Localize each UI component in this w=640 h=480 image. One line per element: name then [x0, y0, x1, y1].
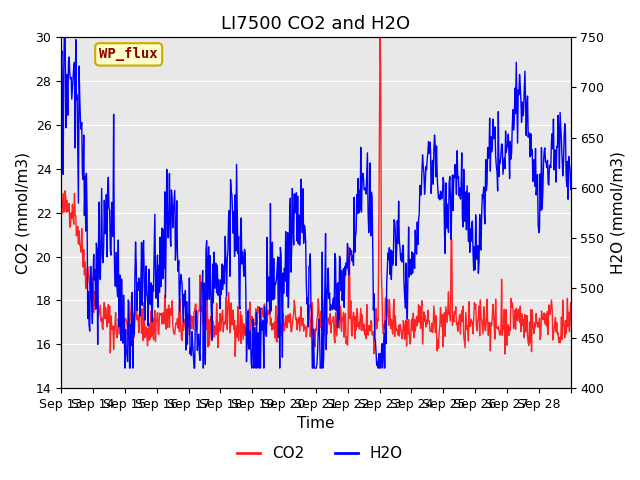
Text: WP_flux: WP_flux: [99, 48, 158, 61]
Legend: CO2, H2O: CO2, H2O: [231, 440, 409, 468]
Y-axis label: CO2 (mmol/m3): CO2 (mmol/m3): [15, 152, 30, 274]
X-axis label: Time: Time: [297, 417, 335, 432]
Y-axis label: H2O (mmol/m3): H2O (mmol/m3): [610, 151, 625, 274]
Title: LI7500 CO2 and H2O: LI7500 CO2 and H2O: [221, 15, 410, 33]
